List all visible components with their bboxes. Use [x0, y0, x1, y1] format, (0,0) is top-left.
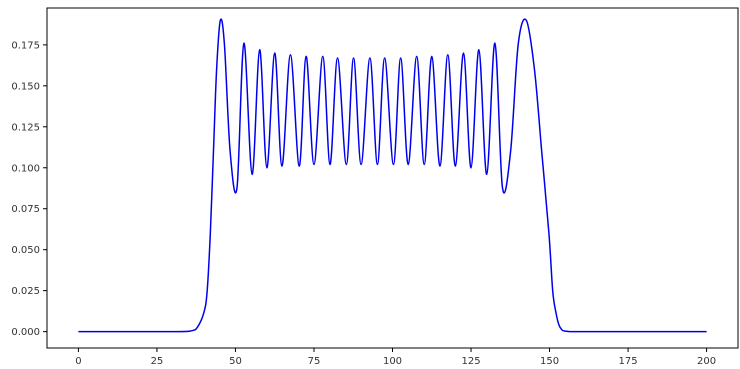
x-tick-label: 0	[75, 356, 81, 365]
plot-frame	[46, 7, 739, 349]
y-tick-label: 0.125	[11, 122, 40, 133]
tick-layer: 0 25 50 75 100 125 150 175 200 0.000 0.025 0.050 0.0…	[11, 40, 716, 367]
y-tick-label: 0.100	[11, 163, 40, 174]
series-line	[78, 18, 707, 333]
y-tick-label: 0.175	[11, 40, 40, 51]
y-tick-label: 0.025	[11, 286, 40, 297]
y-tick-label: 0.150	[11, 81, 40, 92]
x-tick-label: 175	[619, 356, 638, 365]
x-tick-label: 100	[383, 356, 402, 365]
y-tick-label: 0.000	[11, 327, 40, 338]
plot-layer	[78, 18, 707, 333]
x-tick-label: 125	[461, 356, 480, 365]
x-tick-label: 150	[540, 356, 559, 365]
y-tick-label: 0.050	[11, 245, 40, 256]
x-tick-label: 25	[151, 356, 164, 365]
x-tick-label: 200	[697, 356, 716, 365]
x-tick-label: 75	[308, 356, 321, 365]
x-tick-label: 50	[229, 356, 242, 365]
y-tick-label: 0.075	[11, 204, 40, 215]
